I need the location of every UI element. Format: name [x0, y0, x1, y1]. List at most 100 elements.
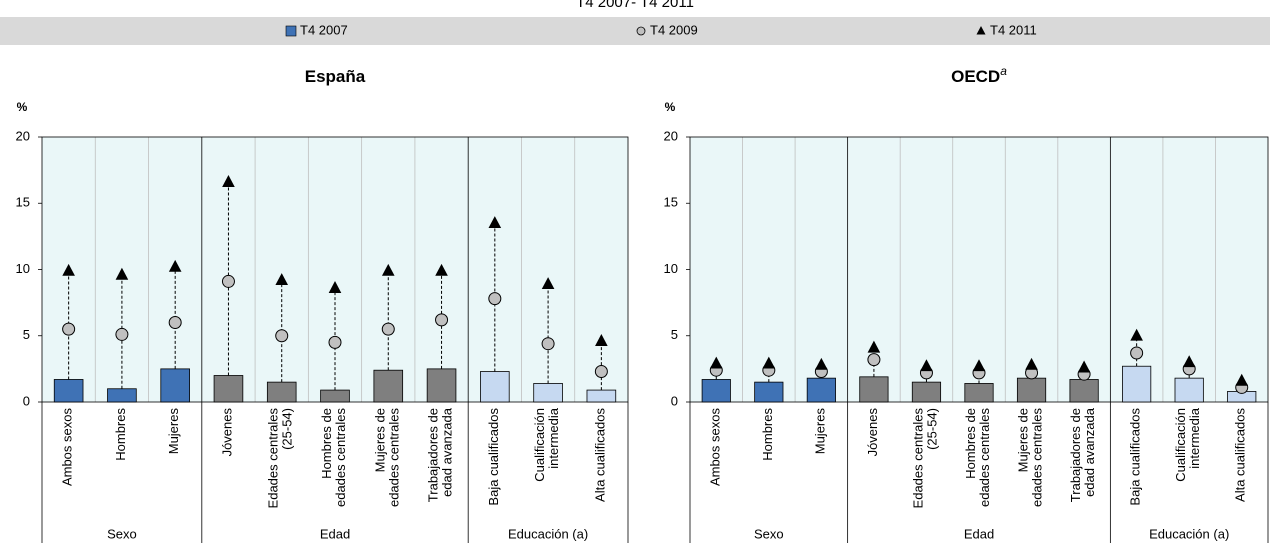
bar: [53, 379, 84, 403]
group-label: Sexo: [754, 526, 784, 541]
legend-band: [0, 17, 1270, 45]
bar: [373, 369, 404, 403]
marker-2009: [1130, 346, 1144, 360]
x-tick-label: Trabajadores deedad avanzada: [426, 407, 455, 502]
x-tick-label: Baja cualificados: [486, 408, 501, 506]
marker-2011: [115, 267, 129, 280]
bar: [911, 381, 942, 403]
marker-2011: [222, 175, 235, 187]
bar: [213, 375, 244, 403]
x-tick-label: Jóvenes: [865, 408, 880, 457]
x-tick-label: Baja cualificados: [1128, 408, 1143, 506]
bar: [701, 379, 731, 403]
marker-2011: [1025, 357, 1038, 370]
bar: [160, 368, 190, 403]
bar: [1122, 365, 1152, 403]
panel-title: OECDa: [951, 64, 1007, 86]
bar: [1016, 377, 1047, 403]
marker-2011: [1182, 355, 1196, 368]
x-tick-label: Mujeres deedades centrales: [1016, 408, 1045, 508]
x-tick-label: Mujeres deedades centrales: [373, 408, 402, 508]
panel-title-note: a: [1000, 64, 1007, 78]
marker-2009: [867, 353, 881, 367]
marker-2011: [435, 263, 448, 276]
legend-marker: [285, 25, 297, 37]
bar: [1174, 377, 1204, 403]
bar: [107, 388, 137, 403]
marker-2009: [275, 329, 289, 343]
x-tick-label: Mujeres: [813, 408, 828, 455]
marker-2011: [595, 334, 608, 346]
y-tick-label: 5: [23, 327, 30, 342]
marker-2009: [168, 316, 182, 329]
marker-2009: [594, 365, 608, 379]
y-tick-label: 15: [16, 195, 30, 210]
x-tick-label: Mujeres: [167, 408, 182, 455]
x-tick-label: Jóvenes: [220, 408, 235, 457]
x-tick-label: Hombres: [760, 408, 775, 461]
group-label: Edad: [320, 526, 350, 541]
plot-area: [690, 137, 1268, 402]
x-tick-label: Cualificaciónintermedia: [1174, 407, 1203, 481]
marker-2011: [541, 277, 555, 289]
page-title: T4 2007- T4 2011: [576, 0, 694, 11]
marker-2011: [762, 356, 776, 369]
bar: [754, 381, 784, 403]
x-tick-label: Hombres deedades centrales: [963, 408, 992, 508]
marker-2009: [488, 292, 502, 306]
group-label: Educación (a): [1149, 526, 1229, 541]
y-tick-label: 10: [16, 261, 30, 276]
x-tick-label: Ambos sexos: [708, 408, 723, 487]
legend-label: T4 2009: [650, 22, 698, 37]
marker-2011: [815, 357, 828, 370]
y-tick-label: 20: [16, 128, 30, 143]
bar: [586, 389, 617, 403]
marker-2011: [1077, 360, 1091, 373]
bar: [1069, 379, 1099, 403]
y-tick-label: 10: [664, 261, 678, 276]
marker-2011: [1235, 373, 1249, 386]
x-tick-label: Alta cualificados: [1233, 408, 1248, 502]
x-tick-label: Edades centrales(25-54): [911, 408, 940, 509]
group-label: Sexo: [107, 526, 137, 541]
bar: [320, 389, 350, 403]
legend-marker: [976, 26, 986, 35]
x-tick-label: Cualificaciónintermedia: [533, 407, 562, 481]
x-tick-label: Hombres: [113, 408, 128, 461]
marker-2009: [328, 335, 342, 349]
x-tick-label: Hombres deedades centrales: [319, 408, 348, 508]
marker-2011: [275, 273, 289, 285]
marker-2009: [541, 337, 555, 351]
marker-2011: [62, 263, 75, 276]
legend-marker: [636, 26, 646, 36]
marker-2011: [867, 340, 881, 353]
marker-2011: [381, 263, 395, 276]
marker-2011: [328, 281, 342, 293]
bar: [806, 377, 836, 403]
marker-2009: [221, 274, 235, 288]
bar: [859, 376, 889, 403]
marker-2009: [115, 327, 129, 341]
y-tick-label: 15: [664, 195, 678, 210]
marker-2009: [435, 313, 449, 327]
marker-2011: [168, 259, 182, 272]
y-tick-label: 5: [671, 327, 678, 342]
bar: [480, 371, 510, 403]
legend-label: T4 2007: [300, 22, 348, 37]
marker-2009: [381, 322, 395, 336]
y-tick-label: 0: [671, 393, 678, 408]
marker-2011: [920, 359, 933, 372]
x-tick-label: Alta cualificados: [593, 408, 608, 502]
marker-2011: [972, 359, 986, 372]
panel-title: España: [305, 67, 366, 86]
marker-2009: [62, 322, 76, 336]
legend-label: T4 2011: [990, 22, 1037, 37]
y-tick-label: 20: [664, 128, 678, 143]
y-axis-label: %: [17, 100, 28, 114]
x-tick-label: Ambos sexos: [60, 408, 75, 487]
bar: [426, 368, 457, 403]
bar: [533, 383, 563, 403]
marker-2011: [709, 356, 723, 369]
y-axis-label: %: [665, 100, 676, 114]
